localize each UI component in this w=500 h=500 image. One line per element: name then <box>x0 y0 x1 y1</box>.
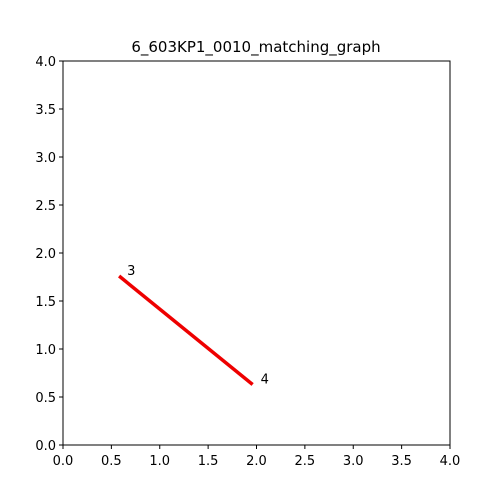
y-tick-label: 1.0 <box>35 343 56 358</box>
plot-area <box>62 60 451 446</box>
chart-title: 6_603KP1_0010_matching_graph <box>131 38 380 57</box>
x-tick-label: 1.0 <box>149 454 170 469</box>
nodes: 34 <box>127 264 269 387</box>
edge-line <box>118 274 254 386</box>
x-tick-label: 0.5 <box>101 454 122 469</box>
x-tick-label: 4.0 <box>440 454 461 469</box>
y-axis: 0.0 0.5 1.0 1.5 2.0 2.5 3.0 3.5 4.0 <box>35 55 63 454</box>
y-tick-label: 3.5 <box>35 103 56 118</box>
x-tick-label: 3.5 <box>391 454 412 469</box>
y-tick-label: 0.5 <box>35 391 56 406</box>
x-tick-label: 0.0 <box>53 454 74 469</box>
plot-frame <box>62 60 451 446</box>
y-tick-label: 2.0 <box>35 247 56 262</box>
x-tick-label: 1.5 <box>198 454 219 469</box>
x-axis: 0.0 0.5 1.0 1.5 2.0 2.5 3.0 3.5 4.0 <box>53 445 461 469</box>
node-label: 3 <box>127 264 135 279</box>
x-tick-label: 3.0 <box>343 454 364 469</box>
y-tick-label: 2.5 <box>35 199 56 214</box>
y-tick-label: 4.0 <box>35 55 56 70</box>
x-tick-label: 2.5 <box>295 454 316 469</box>
node-label: 4 <box>261 373 269 388</box>
x-tick-label: 2.0 <box>246 454 267 469</box>
y-tick-label: 1.5 <box>35 295 56 310</box>
edges <box>118 274 254 386</box>
y-tick-label: 0.0 <box>35 439 56 454</box>
y-tick-label: 3.0 <box>35 151 56 166</box>
